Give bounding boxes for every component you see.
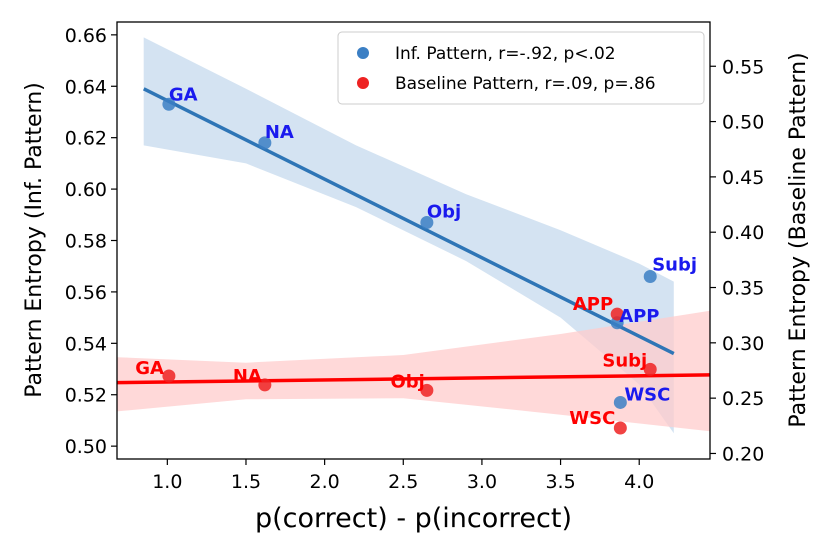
- baseline-point-subj: [643, 362, 657, 376]
- y-right-tick-label: 0.30: [722, 333, 764, 355]
- inf-fit-line: [142, 87, 675, 356]
- baseline-point-app: [610, 307, 624, 321]
- y-right-tick-label: 0.20: [722, 443, 764, 465]
- baseline-point-label-wsc: WSC: [569, 408, 615, 429]
- baseline-point-label-subj: Subj: [602, 350, 647, 371]
- x-tick-label: 2.5: [388, 471, 418, 493]
- baseline-fit-line: [116, 373, 711, 385]
- y-left-tick-label: 0.62: [65, 128, 107, 150]
- x-tick-label: 3.0: [467, 471, 497, 493]
- data-points: [162, 97, 657, 435]
- inf-point-label-subj: Subj: [652, 254, 697, 275]
- baseline-point-ga: [162, 369, 176, 383]
- y-left-axis-title: Pattern Entropy (Inf. Pattern): [22, 82, 47, 398]
- x-axis-ticks: 1.0 1.5 2.0 2.5 3.0 3.5 4.0: [152, 459, 654, 493]
- legend: Inf. Pattern, r=-.92, p<.02 Baseline Pat…: [337, 31, 705, 105]
- y-left-tick-label: 0.60: [65, 179, 107, 201]
- y-right-axis-ticks: 0.20 0.25 0.30 0.35 0.40 0.45 0.50 0.55: [710, 56, 764, 465]
- legend-label-inf: Inf. Pattern, r=-.92, p<.02: [395, 44, 616, 64]
- y-right-tick-label: 0.35: [722, 278, 764, 300]
- y-right-axis-title: Pattern Entropy (Baseline Pattern): [786, 52, 811, 427]
- y-right-tick-label: 0.55: [722, 56, 764, 78]
- y-right-tick-label: 0.45: [722, 167, 764, 189]
- legend-label-baseline: Baseline Pattern, r=.09, p=.86: [395, 74, 656, 94]
- x-tick-label: 3.5: [545, 471, 575, 493]
- y-left-tick-label: 0.52: [65, 385, 107, 407]
- inf-point-label-app: APP: [619, 306, 659, 327]
- y-left-tick-label: 0.54: [65, 333, 107, 355]
- point-labels: GA NA Obj Subj APP WSC GA NA Obj Subj APP WSC: [135, 84, 697, 429]
- legend-marker-inf: [357, 47, 369, 59]
- confidence-bands: [117, 37, 710, 434]
- baseline-point-label-ga: GA: [135, 358, 164, 379]
- baseline-point-wsc: [613, 421, 627, 435]
- baseline-point-label-obj: Obj: [391, 371, 425, 392]
- x-axis-title: p(correct) - p(incorrect): [255, 503, 572, 534]
- y-left-tick-label: 0.50: [65, 436, 107, 458]
- baseline-point-na: [258, 378, 272, 392]
- baseline-point-label-app: APP: [573, 294, 613, 315]
- inf-point-ga: [162, 97, 176, 111]
- inf-confidence-band: [143, 37, 674, 434]
- legend-box: [337, 31, 705, 105]
- inf-point-label-wsc: WSC: [624, 384, 670, 405]
- y-left-tick-label: 0.58: [65, 231, 107, 253]
- inf-point-na: [258, 136, 272, 150]
- y-right-tick-label: 0.40: [722, 222, 764, 244]
- y-right-tick-label: 0.50: [722, 112, 764, 134]
- baseline-point-label-na: NA: [233, 366, 262, 387]
- fit-lines: [116, 87, 711, 385]
- inf-point-label-na: NA: [265, 122, 294, 143]
- inf-point-label-ga: GA: [169, 84, 198, 105]
- inf-point-subj: [643, 269, 657, 283]
- baseline-point-obj: [420, 383, 434, 397]
- y-left-tick-label: 0.66: [65, 25, 107, 47]
- y-right-tick-label: 0.25: [722, 388, 764, 410]
- x-tick-label: 1.0: [152, 471, 182, 493]
- x-tick-label: 2.0: [310, 471, 340, 493]
- baseline-confidence-band: [117, 310, 710, 432]
- y-left-axis-ticks: 0.50 0.52 0.54 0.56 0.58 0.60 0.62 0.64 0.66: [65, 25, 117, 458]
- y-left-tick-label: 0.64: [65, 76, 107, 98]
- legend-marker-baseline: [357, 77, 369, 89]
- inf-point-obj: [420, 216, 434, 230]
- inf-point-label-obj: Obj: [427, 202, 461, 223]
- x-tick-label: 1.5: [231, 471, 261, 493]
- inf-point-wsc: [613, 395, 627, 409]
- y-left-tick-label: 0.56: [65, 282, 107, 304]
- x-tick-label: 4.0: [624, 471, 654, 493]
